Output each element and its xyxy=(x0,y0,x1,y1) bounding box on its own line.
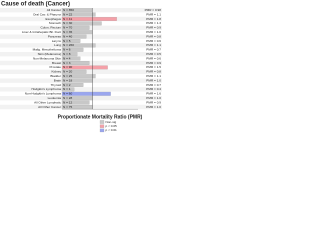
category-label: Colon, Rectum xyxy=(41,26,62,30)
bar xyxy=(61,39,81,43)
n-label: N = 20 xyxy=(63,70,72,74)
value-label: PMR = 0.9 xyxy=(146,26,161,30)
n-label: N = 260 xyxy=(63,43,74,47)
chart-title: Cause of death (Cancer) xyxy=(1,2,70,8)
category-label: Oral Cav. & Pharynx xyxy=(33,12,61,16)
value-label: PMR = 1.1 xyxy=(146,12,161,16)
bar xyxy=(61,34,87,39)
bar xyxy=(61,65,108,70)
n-label: N = 28 xyxy=(63,96,72,100)
row-band xyxy=(0,87,162,92)
category-label: Hodgkin's Lymphoma xyxy=(31,87,61,91)
value-label: PMR = 0.7 xyxy=(146,48,161,52)
category-label: Skin (Melanoma) xyxy=(38,52,61,56)
x-axis-title: Proportionate Mortality Ratio (PMR) xyxy=(58,114,143,120)
n-label: N = 60 xyxy=(63,92,72,96)
bar xyxy=(61,43,96,48)
bar xyxy=(61,56,81,61)
bar xyxy=(61,25,90,30)
legend-swatch xyxy=(99,124,105,128)
category-label: Prostate xyxy=(49,65,61,69)
category-label: Liver & Intrahepatic Bil. Duct xyxy=(22,30,61,34)
category-label: Non-Hodgkin's Lymphoma xyxy=(25,92,62,96)
category-label: Esophagus xyxy=(46,17,62,21)
category-label: Leukemia xyxy=(48,96,62,100)
legend-label: p < 0.01 xyxy=(106,128,118,132)
value-label: PMR = 1.5 xyxy=(146,65,161,69)
n-label: N = 4 xyxy=(63,56,71,60)
category-label: Brain xyxy=(54,78,62,82)
bar xyxy=(61,69,87,74)
n-label: N = 35 xyxy=(63,30,72,34)
n-label: N = 5 xyxy=(63,39,71,43)
value-label: PMR = 0.8 xyxy=(146,70,161,74)
category-label: All Other Cancer xyxy=(38,105,61,109)
value-label: PMR = 1.1 xyxy=(146,74,161,78)
value-label: PMR = 1.0 xyxy=(146,30,161,34)
bar xyxy=(61,61,90,65)
value-label: PMR = 1.6 xyxy=(146,92,161,96)
bar xyxy=(61,74,96,79)
category-label: Thyroid xyxy=(51,83,62,87)
n-label: N = 8 xyxy=(63,52,71,56)
n-label: N = 1 xyxy=(63,87,71,91)
n-label: N = 12 xyxy=(63,100,72,104)
n-label: N = 6 xyxy=(63,48,71,52)
legend-swatch xyxy=(99,120,105,124)
value-label: PMR = 1.0 xyxy=(146,78,161,82)
value-label: PMR = 0.98 xyxy=(145,8,162,12)
n-label: N = 70 xyxy=(63,26,72,30)
bar xyxy=(61,47,84,52)
category-label: Breast xyxy=(52,61,61,65)
value-label: PMR = 0.6 xyxy=(146,39,161,43)
n-label: N = 41 xyxy=(63,17,72,21)
category-label: Malig. Mesothelioma xyxy=(33,48,62,52)
value-label: PMR = 0.8 xyxy=(146,34,161,38)
n-label: N = 30 xyxy=(63,21,72,25)
n-label: N = 75 xyxy=(63,105,72,109)
chart: Cause of death (Cancer) Proportionate Mo… xyxy=(0,2,162,133)
legend-swatch xyxy=(99,128,105,133)
bar xyxy=(61,21,102,26)
value-label: PMR = 0.7 xyxy=(146,83,161,87)
value-label: PMR = 1.8 xyxy=(146,17,161,21)
n-label: N = 850 xyxy=(63,8,74,12)
category-label: Bladder xyxy=(50,74,61,78)
n-label: N = 2 xyxy=(63,83,71,87)
bar xyxy=(61,12,96,17)
category-label: Stomach xyxy=(49,21,61,25)
n-label: N = 22 xyxy=(63,12,72,16)
n-label: N = 18 xyxy=(63,78,72,82)
n-label: N = 90 xyxy=(63,65,72,69)
category-label: Non-Melanoma Skin xyxy=(33,56,61,60)
value-label: PMR = 0.4 xyxy=(146,87,161,91)
bar xyxy=(61,91,111,96)
n-label: N = 25 xyxy=(63,74,72,78)
category-label: Kidney xyxy=(52,70,62,74)
legend-label: Non-sig xyxy=(106,120,117,124)
value-label: PMR = 0.5 xyxy=(146,52,161,56)
n-label: N = 40 xyxy=(63,34,72,38)
category-label: Larynx xyxy=(52,39,62,43)
bar xyxy=(61,100,90,105)
value-label: PMR = 0.6 xyxy=(146,56,161,60)
category-label: Lung xyxy=(54,43,61,47)
bar xyxy=(61,83,84,87)
value-label: PMR = 0.9 xyxy=(146,61,161,65)
n-label: N = 3 xyxy=(63,61,71,65)
bar xyxy=(61,52,78,57)
bar xyxy=(61,87,75,92)
legend-label: p < 0.05 xyxy=(106,124,118,128)
value-label: PMR = 1.1 xyxy=(146,43,161,47)
category-label: All Other Lymphatic xyxy=(34,100,61,104)
bar xyxy=(61,17,117,21)
value-label: PMR = 1.0 xyxy=(146,105,161,109)
category-label: All Cancer xyxy=(47,8,61,12)
category-label: Pancreas xyxy=(48,34,62,38)
value-label: PMR = 0.9 xyxy=(146,100,161,104)
value-label: PMR = 1.3 xyxy=(146,21,161,25)
bar xyxy=(61,8,92,13)
row-band xyxy=(0,52,162,57)
value-label: PMR = 1.0 xyxy=(146,96,161,100)
